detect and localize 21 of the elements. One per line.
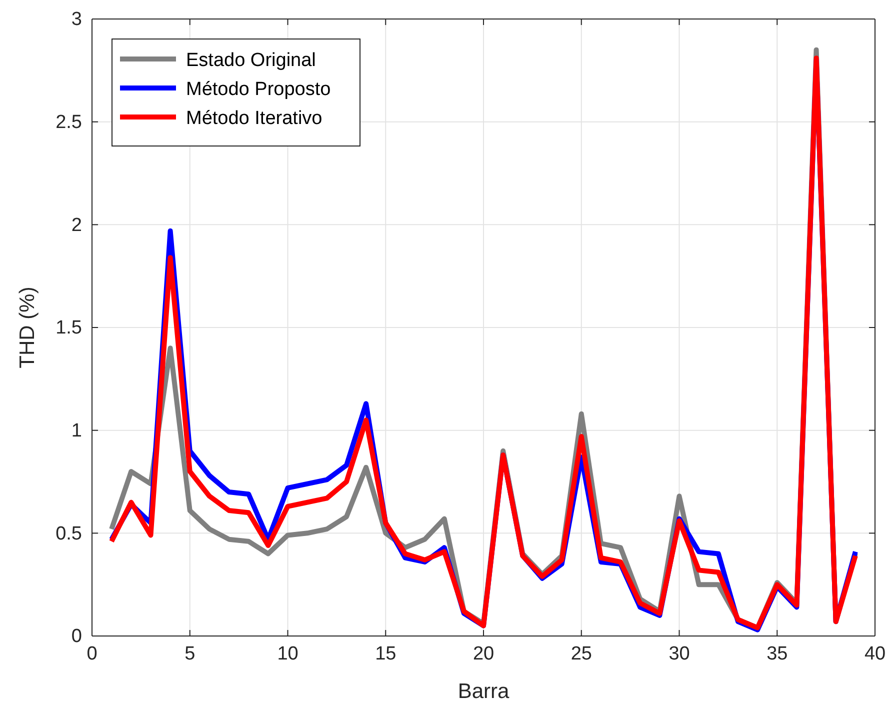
legend-label: Método Proposto	[186, 79, 331, 100]
x-tick-label: 35	[766, 643, 788, 664]
x-tick-label: 25	[570, 643, 592, 664]
x-tick-label: 20	[472, 643, 494, 664]
y-tick-label: 3	[71, 9, 82, 30]
y-axis-title: THD (%)	[16, 286, 39, 368]
x-tick-label: 40	[864, 643, 886, 664]
y-tick-label: 2.5	[56, 112, 82, 133]
x-tick-label: 10	[277, 643, 298, 664]
x-tick-label: 15	[375, 643, 396, 664]
y-tick-label: 1	[71, 420, 82, 442]
legend-label: Método Iterativo	[186, 108, 322, 129]
y-tick-label: 1.5	[56, 318, 82, 339]
y-tick-label: 0	[71, 626, 82, 648]
x-axis-title: Barra	[458, 680, 510, 703]
y-tick-label: 0.5	[56, 523, 82, 544]
x-tick-label: 0	[86, 643, 98, 664]
x-tick-label: 30	[668, 643, 690, 664]
legend-label: Estado Original	[186, 50, 316, 71]
y-tick-label: 2	[71, 214, 82, 236]
x-tick-label: 5	[184, 643, 196, 664]
